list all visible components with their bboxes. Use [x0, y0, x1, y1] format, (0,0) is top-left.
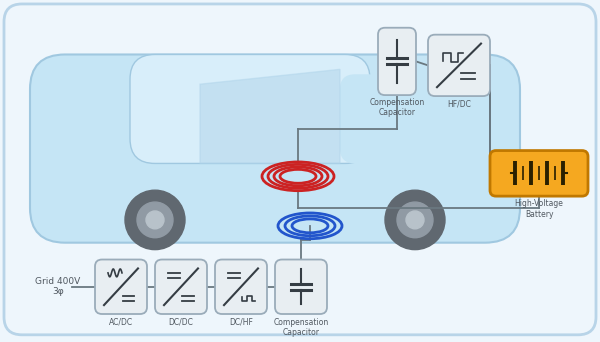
Text: HF/DC: HF/DC [447, 99, 471, 108]
Circle shape [385, 190, 445, 250]
Circle shape [125, 190, 185, 250]
FancyBboxPatch shape [4, 4, 596, 335]
FancyBboxPatch shape [490, 150, 588, 196]
Circle shape [397, 202, 433, 238]
Text: DC/HF: DC/HF [229, 318, 253, 327]
FancyBboxPatch shape [30, 54, 520, 243]
Text: High-Voltage
Battery: High-Voltage Battery [515, 199, 563, 219]
Text: Grid 400V
3φ: Grid 400V 3φ [35, 277, 80, 297]
FancyBboxPatch shape [275, 260, 327, 314]
FancyBboxPatch shape [95, 260, 147, 314]
Text: Compensation
Capacitor: Compensation Capacitor [370, 98, 425, 117]
Text: AC/DC: AC/DC [109, 318, 133, 327]
FancyBboxPatch shape [340, 74, 495, 163]
FancyBboxPatch shape [130, 54, 370, 163]
Polygon shape [200, 69, 340, 163]
Text: DC/DC: DC/DC [169, 318, 193, 327]
FancyBboxPatch shape [428, 35, 490, 96]
Circle shape [146, 211, 164, 229]
Text: Compensation
Capacitor: Compensation Capacitor [274, 318, 329, 337]
Polygon shape [420, 119, 520, 173]
FancyBboxPatch shape [155, 260, 207, 314]
FancyBboxPatch shape [378, 28, 416, 95]
Circle shape [406, 211, 424, 229]
Circle shape [137, 202, 173, 238]
FancyBboxPatch shape [215, 260, 267, 314]
